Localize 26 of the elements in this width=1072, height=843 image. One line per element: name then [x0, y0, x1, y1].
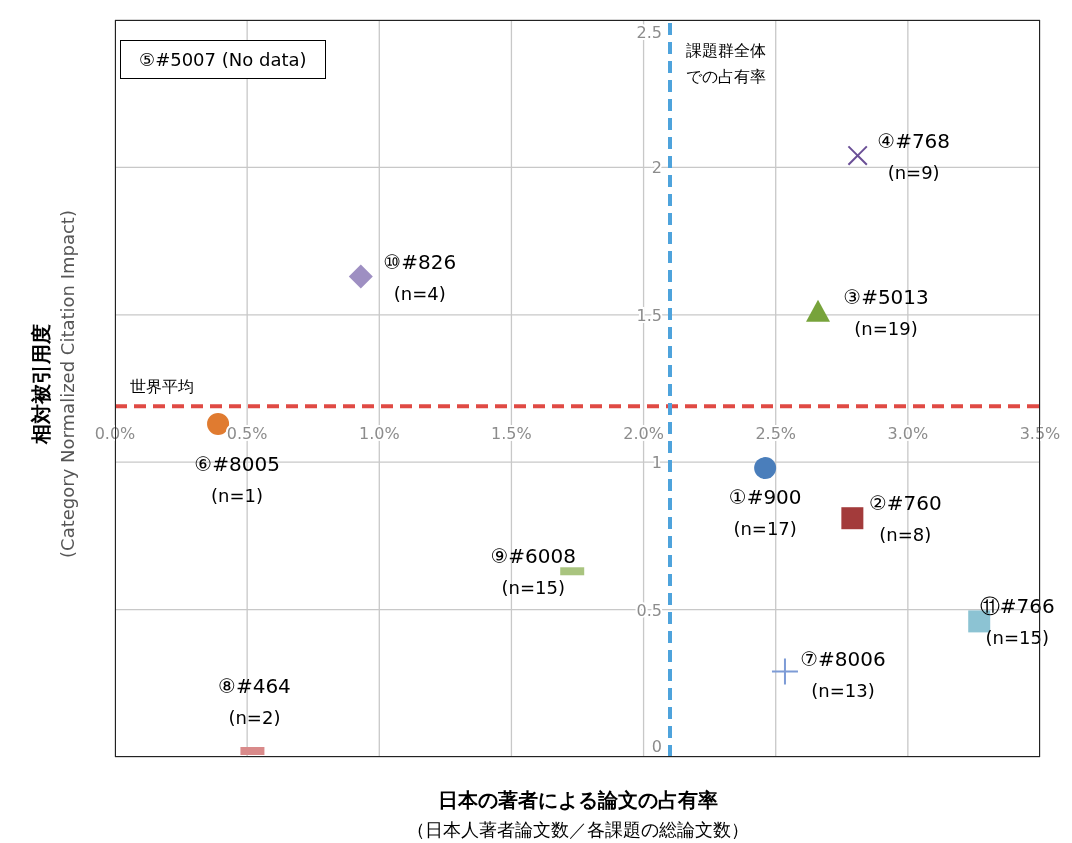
series-label: ④#768 (n=9): [877, 128, 951, 183]
x-axis-title: 日本の著者による論文の占有率（日本人著者論文数／各課題の総論文数）: [405, 787, 750, 842]
y-tick-label: 2: [651, 158, 662, 178]
x-tick-label: 0.5%: [226, 424, 268, 444]
x-tick-label: 3.0%: [887, 424, 929, 444]
x-tick-label: 2.5%: [755, 424, 797, 444]
y-tick-label: 1.5: [636, 305, 662, 325]
ref-line-label: 課題群全体での占有率: [686, 41, 766, 86]
y-tick-label: 2.5: [636, 23, 662, 42]
series-label: ①#900 (n=17): [728, 485, 802, 540]
y-tick-label: 1: [651, 453, 662, 473]
series-label: ⑧#464 (n=2): [217, 674, 291, 729]
y-axis-title: 相対被引用度 (Category Normalized Citation Impact): [28, 208, 78, 560]
series-label: ⑦#8006 (n=13): [800, 646, 886, 701]
series-label: ⑩#826 (n=4): [383, 250, 457, 305]
x-tick-label: 1.0%: [358, 424, 400, 444]
annotation: ⑤#5007 (No data): [120, 40, 326, 79]
series-label: ⑨#6008 (n=15): [490, 544, 577, 599]
series-label: ③#5013 (n=19): [843, 284, 929, 339]
ref-line-label: 世界平均: [130, 377, 194, 397]
x-tick-label: 2.0%: [623, 424, 664, 444]
y-tick-label: 0: [651, 737, 662, 756]
series-label: ⑥#8005 (n=1): [194, 451, 280, 506]
y-tick-label: 0.5: [636, 600, 662, 620]
x-tick-label: 1.5%: [491, 424, 532, 444]
series-label: ②#760 (n=8): [868, 491, 942, 546]
